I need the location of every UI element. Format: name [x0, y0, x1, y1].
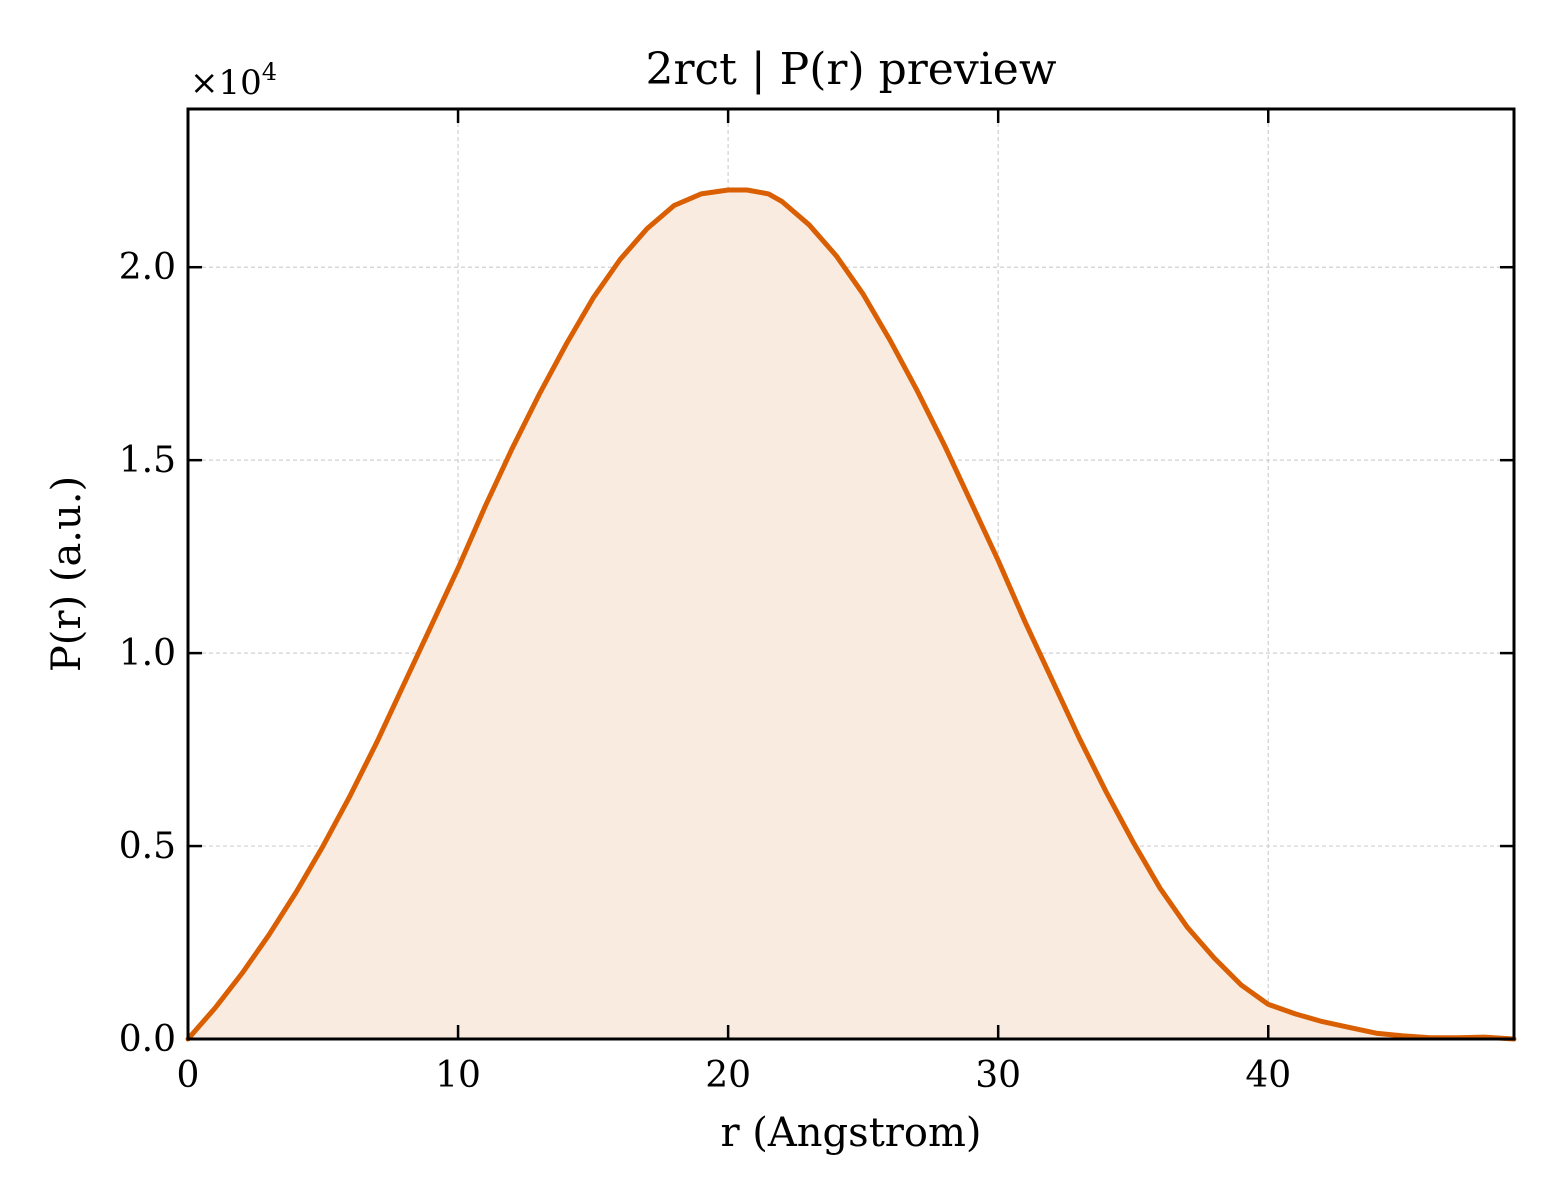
- x-tick-label: 30: [975, 1055, 1021, 1096]
- y-offset-exponent: 4: [262, 58, 277, 86]
- chart-title: 2rct | P(r) preview: [646, 44, 1057, 95]
- series-fill-area: [188, 190, 1514, 1039]
- x-tick-label: 20: [705, 1055, 751, 1096]
- x-tick-label: 10: [435, 1055, 481, 1096]
- series-line: [185, 187, 1517, 1042]
- tick-layer: 0 10 20 30 40 0.0 0.5 1.0 1.5 2.0: [119, 109, 1514, 1096]
- y-axis-title: P(r) (a.u.): [44, 476, 90, 672]
- y-tick-label: 2.0: [119, 247, 176, 288]
- y-offset-base: ×10: [190, 63, 262, 103]
- x-tick-label: 0: [177, 1055, 200, 1096]
- y-offset-label: ×104: [190, 58, 277, 103]
- y-tick-label: 1.0: [119, 633, 176, 674]
- y-tick-label: 0.5: [119, 826, 176, 867]
- y-tick-label: 0.0: [119, 1019, 176, 1060]
- x-tick-label: 40: [1245, 1055, 1291, 1096]
- y-tick-label: 1.5: [119, 440, 176, 481]
- x-axis-title: r (Angstrom): [720, 1110, 981, 1156]
- plot-frame: [186, 107, 1516, 1041]
- plot-layer: [185, 187, 1517, 1042]
